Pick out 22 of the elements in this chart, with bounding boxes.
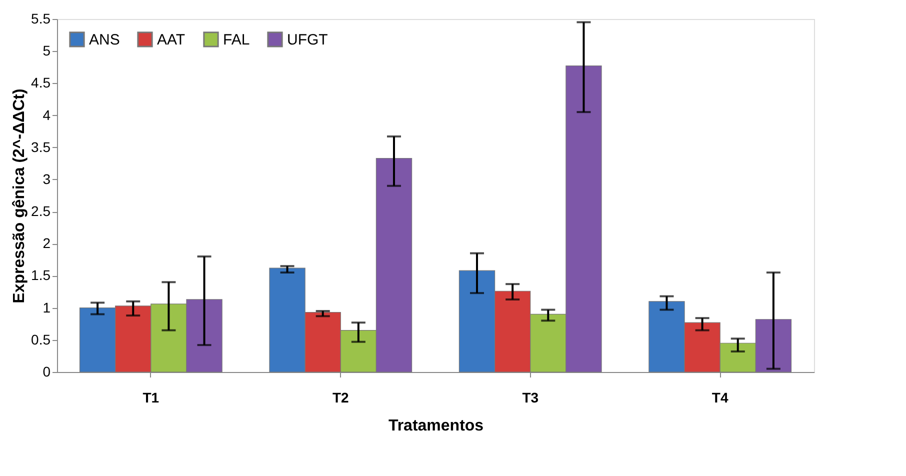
y-tick-label: 2 bbox=[42, 235, 51, 252]
y-axis-title: Expressão gênica (2^-ΔΔCt) bbox=[11, 88, 28, 304]
x-tick-label: T3 bbox=[522, 390, 539, 406]
y-tick-label: 4 bbox=[42, 106, 51, 123]
x-tick-label: T4 bbox=[712, 390, 728, 406]
y-tick-label: 5.5 bbox=[31, 10, 51, 26]
y-tick-label: 1.5 bbox=[31, 267, 51, 284]
legend-label: ANS bbox=[89, 31, 120, 48]
y-tick-label: 4.5 bbox=[31, 74, 51, 91]
x-tick-label: T1 bbox=[142, 390, 160, 406]
y-tick-label: 3 bbox=[42, 170, 51, 187]
y-tick-label: 1 bbox=[42, 299, 51, 316]
y-tick-label: 2.5 bbox=[31, 203, 51, 220]
legend-label: AAT bbox=[157, 31, 186, 48]
legend-label: UFGT bbox=[287, 31, 328, 48]
y-tick-label: 5 bbox=[42, 42, 51, 59]
y-tick-label: 0.5 bbox=[31, 331, 51, 348]
y-tick-label: 0 bbox=[42, 364, 51, 380]
y-tick-label: 3.5 bbox=[31, 138, 51, 155]
x-axis-title: Tratamentos bbox=[388, 418, 484, 434]
x-tick-label: T2 bbox=[332, 390, 350, 406]
legend-label: FAL bbox=[223, 31, 250, 48]
